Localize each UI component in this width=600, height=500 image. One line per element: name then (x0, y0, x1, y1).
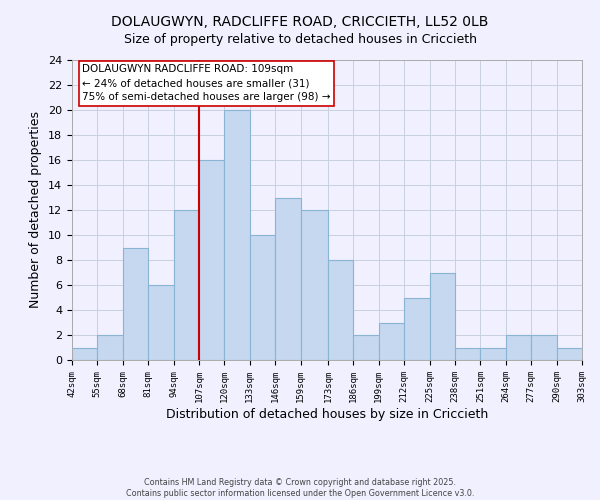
Bar (404, 298, 430, 360)
Text: DOLAUGWYN RADCLIFFE ROAD: 109sqm
← 24% of detached houses are smaller (31)
75% o: DOLAUGWYN RADCLIFFE ROAD: 109sqm ← 24% o… (82, 64, 331, 102)
Bar (379, 322, 404, 360)
Text: DOLAUGWYN, RADCLIFFE ROAD, CRICCIETH, LL52 0LB: DOLAUGWYN, RADCLIFFE ROAD, CRICCIETH, LL… (112, 15, 488, 29)
Bar (301, 210, 328, 360)
Bar (481, 348, 506, 360)
Bar (123, 248, 148, 360)
Bar (328, 260, 353, 360)
Bar (250, 235, 275, 360)
Bar (148, 285, 173, 360)
Bar (430, 272, 455, 360)
Bar (199, 160, 224, 360)
Bar (224, 110, 250, 360)
X-axis label: Distribution of detached houses by size in Criccieth: Distribution of detached houses by size … (166, 408, 488, 420)
Bar (557, 348, 582, 360)
Bar (506, 335, 531, 360)
Y-axis label: Number of detached properties: Number of detached properties (29, 112, 43, 308)
Bar (173, 210, 199, 360)
Bar (455, 348, 481, 360)
Bar (353, 335, 379, 360)
Text: Size of property relative to detached houses in Criccieth: Size of property relative to detached ho… (124, 32, 476, 46)
Bar (531, 335, 557, 360)
Bar (72, 348, 97, 360)
Bar (97, 335, 123, 360)
Text: Contains HM Land Registry data © Crown copyright and database right 2025.
Contai: Contains HM Land Registry data © Crown c… (126, 478, 474, 498)
Bar (275, 198, 301, 360)
